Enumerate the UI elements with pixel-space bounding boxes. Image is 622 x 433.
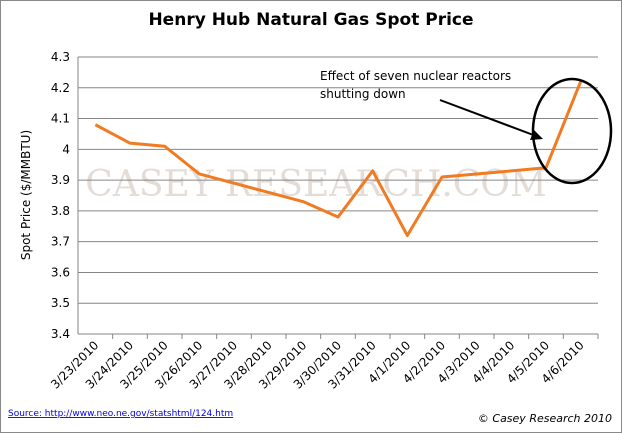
annotation: shutting down [320, 87, 406, 101]
y-tick-label: 4.3 [51, 50, 70, 64]
y-tick-label: 3.6 [51, 265, 70, 279]
watermark: CASEY RESEARCH.COM [85, 164, 546, 205]
y-tick-label: 3.5 [51, 296, 70, 310]
credit: © Casey Research 2010 [478, 412, 612, 425]
chart-title: Henry Hub Natural Gas Spot Price [148, 10, 473, 30]
source-link[interactable]: Source: http://www.neo.ne.gov/statshtml/… [8, 409, 233, 419]
data-line [94, 81, 583, 238]
y-tick-label: 4.2 [51, 81, 70, 95]
y-tick-label: 3.9 [51, 173, 70, 187]
annotation: Effect of seven nuclear reactors [320, 69, 511, 83]
annotation-arrow [439, 99, 537, 137]
y-tick-label: 3.8 [51, 204, 70, 218]
y-axis-label: Spot Price ($/MMBTU) [19, 130, 33, 260]
y-tick-label: 3.4 [51, 327, 70, 341]
highlight-ellipse [531, 77, 613, 185]
y-tick-label: 3.7 [51, 235, 70, 249]
y-tick-label: 4 [62, 142, 70, 156]
y-tick-label: 4.1 [51, 112, 70, 126]
